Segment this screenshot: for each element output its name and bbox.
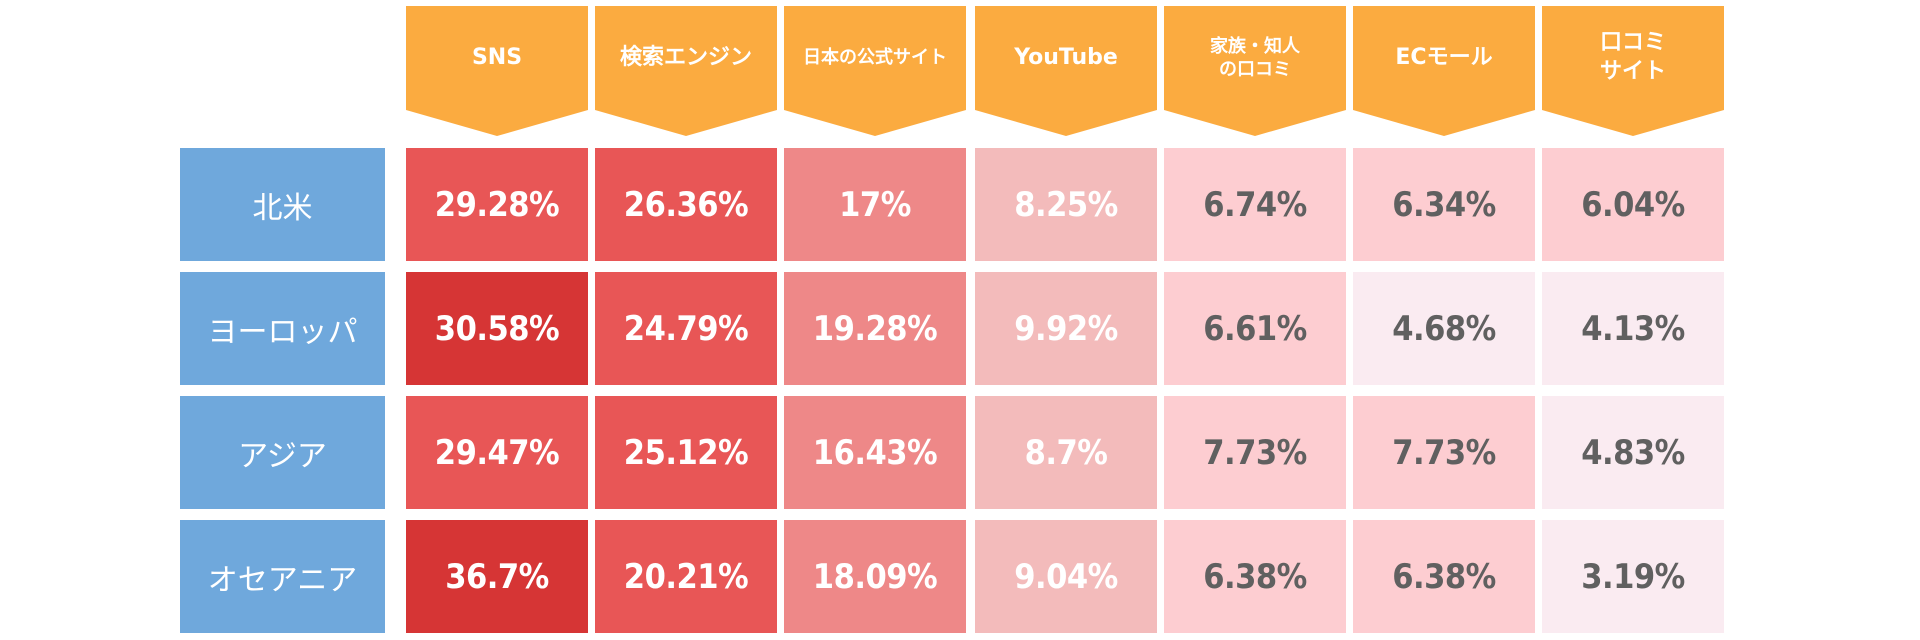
value-cell: 9.92%: [975, 272, 1157, 385]
value-cell: 4.83%: [1542, 396, 1724, 509]
value-cell: 26.36%: [595, 148, 777, 261]
column-header: YouTube: [975, 6, 1157, 136]
value-cell: 6.61%: [1164, 272, 1346, 385]
value-cell: 16.43%: [784, 396, 966, 509]
column-header: 口コミ サイト: [1542, 6, 1724, 136]
value-cell: 7.73%: [1353, 396, 1535, 509]
value-cell: 24.79%: [595, 272, 777, 385]
value-cell: 4.68%: [1353, 272, 1535, 385]
value-cell: 6.04%: [1542, 148, 1724, 261]
value-cell: 25.12%: [595, 396, 777, 509]
value-cell: 8.25%: [975, 148, 1157, 261]
column-header: SNS: [406, 6, 588, 136]
column-header: 家族・知人 の口コミ: [1164, 6, 1346, 136]
column-header: 日本の公式サイト: [784, 6, 966, 136]
value-cell: 17%: [784, 148, 966, 261]
value-cell: 4.13%: [1542, 272, 1724, 385]
row-header: 北米: [180, 148, 385, 261]
value-cell: 29.47%: [406, 396, 588, 509]
column-header-label: 口コミ サイト: [1599, 30, 1666, 84]
column-header-label: 日本の公式サイト: [803, 47, 947, 69]
column-header-label: ECモール: [1395, 44, 1493, 70]
value-cell: 19.28%: [784, 272, 966, 385]
row-header: アジア: [180, 396, 385, 509]
value-cell: 6.34%: [1353, 148, 1535, 261]
column-header: ECモール: [1353, 6, 1535, 136]
row-header: ヨーロッパ: [180, 272, 385, 385]
column-header-label: SNS: [471, 44, 523, 70]
value-cell: 18.09%: [784, 520, 966, 633]
value-cell: 9.04%: [975, 520, 1157, 633]
value-cell: 7.73%: [1164, 396, 1346, 509]
value-cell: 6.74%: [1164, 148, 1346, 261]
value-cell: 6.38%: [1353, 520, 1535, 633]
value-cell: 36.7%: [406, 520, 588, 633]
value-cell: 20.21%: [595, 520, 777, 633]
value-cell: 29.28%: [406, 148, 588, 261]
value-cell: 3.19%: [1542, 520, 1724, 633]
column-header-label: YouTube: [1014, 44, 1118, 70]
value-cell: 30.58%: [406, 272, 588, 385]
row-header: オセアニア: [180, 520, 385, 633]
column-header-label: 家族・知人 の口コミ: [1210, 35, 1300, 80]
column-header-label: 検索エンジン: [619, 44, 752, 70]
value-cell: 6.38%: [1164, 520, 1346, 633]
column-header: 検索エンジン: [595, 6, 777, 136]
value-cell: 8.7%: [975, 396, 1157, 509]
